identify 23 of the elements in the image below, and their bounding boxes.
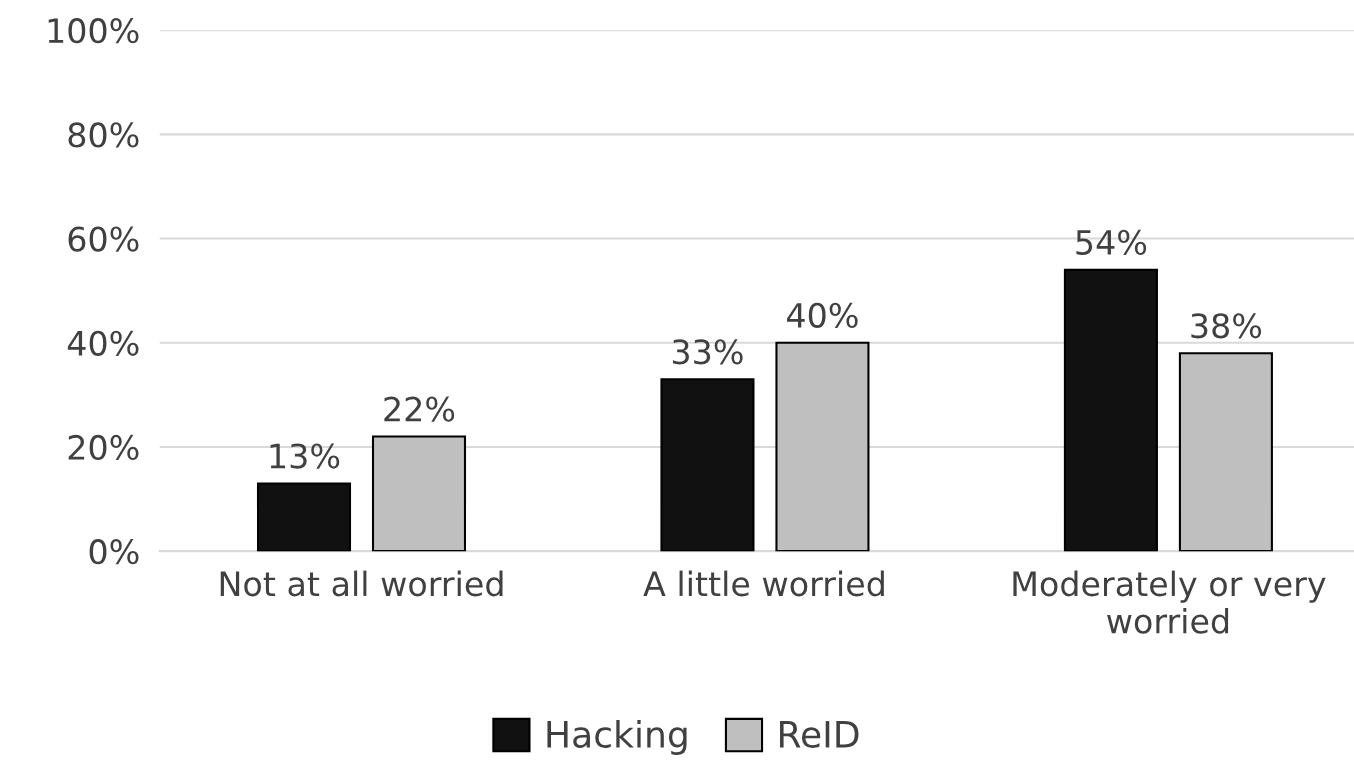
y-tick-label: 40% xyxy=(67,330,139,356)
y-tick-label: 80% xyxy=(68,122,139,148)
data-label: 22% xyxy=(384,396,455,422)
bar xyxy=(371,435,467,552)
x-tick-label: Moderately or very worried xyxy=(1013,570,1326,634)
data-label: 54% xyxy=(1076,229,1147,256)
y-tick-label: 60% xyxy=(68,226,139,252)
bar xyxy=(256,482,352,552)
bar xyxy=(1063,268,1158,552)
data-label: 13% xyxy=(270,443,340,469)
data-label: 38% xyxy=(1191,313,1262,339)
y-tick-label: 0% xyxy=(89,539,139,565)
data-label: 40% xyxy=(787,302,858,328)
legend-label: ReID xyxy=(780,721,859,748)
bar xyxy=(660,378,755,552)
x-tick-label: A little worried xyxy=(643,570,884,597)
y-tick-label: 100% xyxy=(48,18,139,44)
bar xyxy=(775,341,870,552)
bar xyxy=(1178,352,1273,552)
x-tick-label: Not at all worried xyxy=(220,570,503,597)
y-tick-label: 20% xyxy=(68,434,139,461)
legend-label: Hacking xyxy=(547,720,687,755)
data-label: 33% xyxy=(672,339,743,365)
